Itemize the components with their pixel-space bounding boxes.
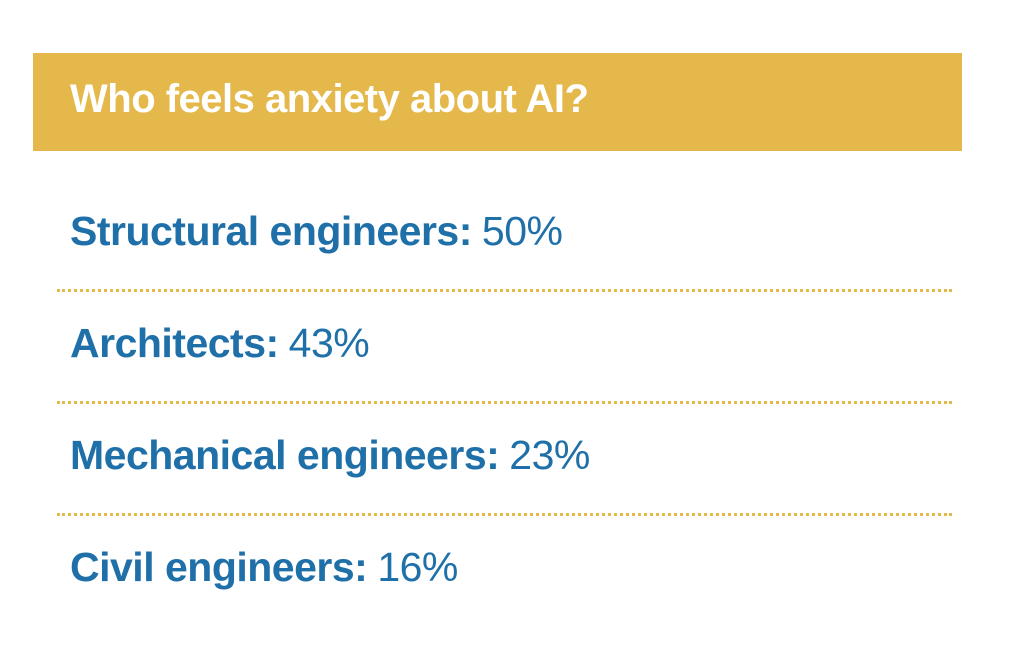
item-label: Mechanical engineers:: [70, 432, 500, 478]
dotted-divider: [57, 401, 952, 404]
item-text: Mechanical engineers: 23%: [70, 432, 590, 479]
item-row: Structural engineers: 50%: [57, 180, 952, 292]
item-value: 16%: [377, 544, 458, 590]
item-value: 43%: [288, 320, 370, 366]
item-text: Civil engineers: 16%: [70, 544, 458, 591]
item-text: Architects: 43%: [70, 320, 370, 367]
header-band: Who feels anxiety about AI?: [33, 53, 962, 151]
item-row: Civil engineers: 16%: [57, 516, 952, 628]
item-list: Structural engineers: 50% Architects: 43% Me…: [57, 180, 952, 628]
item-row: Mechanical engineers: 23%: [57, 404, 952, 516]
item-row: Architects: 43%: [57, 292, 952, 404]
dotted-divider: [57, 513, 952, 516]
item-label: Architects:: [70, 320, 279, 366]
item-label: Civil engineers:: [70, 544, 368, 590]
dotted-divider: [57, 289, 952, 292]
item-label: Structural engineers:: [70, 208, 472, 254]
item-value: 50%: [481, 208, 563, 254]
item-value: 23%: [509, 432, 590, 478]
item-text: Structural engineers: 50%: [70, 208, 563, 255]
title: Who feels anxiety about AI?: [70, 77, 589, 121]
